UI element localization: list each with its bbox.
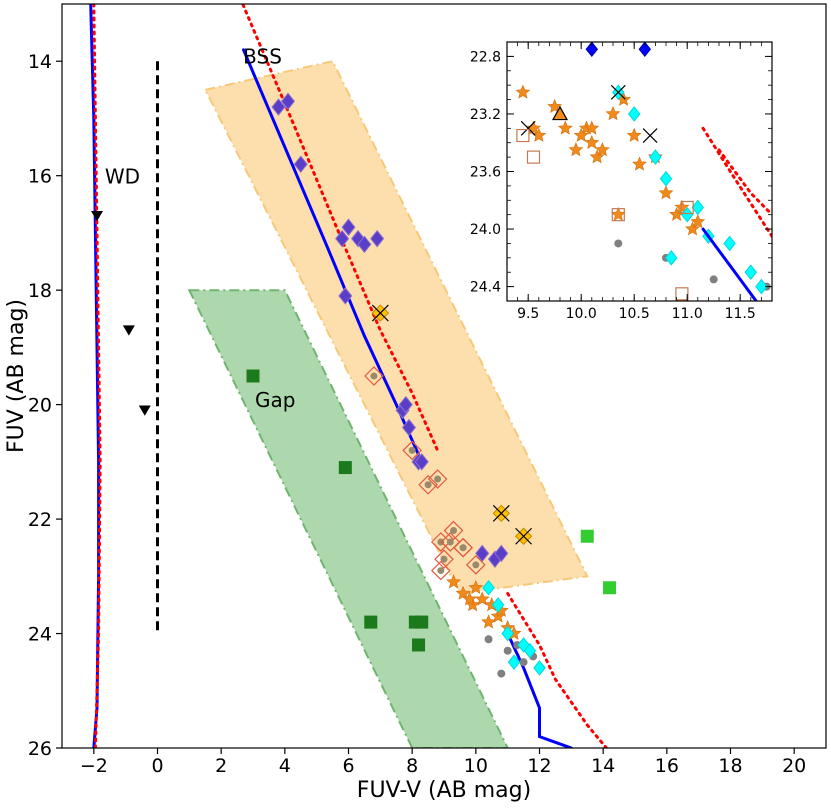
- point-gap-objects-4: [416, 616, 428, 628]
- x-tick-label-14: 14: [591, 755, 615, 777]
- chart-root: −2 0 2 4 6 8 10 12 14 16 18 20 14 16 18 20 22 24 26 FUV-V (…: [0, 0, 831, 804]
- point-grey-points-0: [485, 635, 493, 643]
- inset-x-tick-label-4: 11.5: [725, 306, 756, 322]
- y-tick-label-14: 14: [28, 51, 52, 73]
- x-tick-label-8: 8: [406, 755, 418, 777]
- point-gap-objects-0: [247, 370, 259, 382]
- y-tick-label-16: 16: [28, 166, 52, 188]
- point-gap-objects-1: [339, 462, 351, 474]
- inset-point-grey-points-2: [710, 275, 718, 283]
- inset-y-tick-label-3: 24.0: [470, 222, 501, 238]
- y-tick-label-18: 18: [28, 280, 52, 302]
- line-lower-ms-dotted: [508, 594, 607, 749]
- inset-y-tick-label-4: 24.4: [470, 280, 501, 296]
- point-yellow-crosses-1: [493, 505, 509, 521]
- inset-point-grey-points-0: [614, 239, 622, 247]
- point-bright-green-1: [604, 582, 616, 594]
- point-wd-candidates-2: [139, 406, 151, 416]
- x-tick-label-6: 6: [342, 755, 354, 777]
- point-gap-objects-5: [413, 639, 425, 651]
- inset-y-tick-label-2: 23.6: [470, 165, 501, 181]
- point-yellow-crosses-0: [372, 305, 388, 321]
- y-axis: 14 16 18 20 22 24 26: [28, 51, 62, 760]
- x-axis: −2 0 2 4 6 8 10 12 14 16 18 20: [80, 748, 806, 777]
- annotation-wd: WD: [105, 165, 140, 189]
- point-wd-candidates-1: [123, 325, 135, 335]
- x-tick-label-0: 0: [151, 755, 163, 777]
- x-tick-label-16: 16: [655, 755, 679, 777]
- inset-background: [507, 42, 772, 301]
- annotation-gap: Gap: [255, 388, 295, 412]
- y-tick-label-22: 22: [28, 509, 52, 531]
- inset-y-tick-label-1: 23.2: [470, 107, 501, 123]
- inset-x-tick-label-1: 10.0: [566, 306, 597, 322]
- annotation-bss: BSS: [243, 45, 282, 69]
- x-tick-label--2: −2: [80, 755, 108, 777]
- point-gap-objects-2: [365, 616, 377, 628]
- y-axis-label: FUV (AB mag): [4, 299, 29, 453]
- y-tick-label-24: 24: [28, 624, 52, 646]
- point-cyan-diamonds-5: [534, 661, 545, 675]
- point-grey-points-2: [504, 647, 512, 655]
- x-axis-label: FUV-V (AB mag): [357, 778, 531, 803]
- x-tick-label-12: 12: [527, 755, 551, 777]
- inset-panel: 9.5 10.0 10.5 11.0 11.5 22.8 23.2 23.6 24.0 24.4: [470, 42, 772, 322]
- series-bright-green: [581, 530, 615, 594]
- x-tick-label-20: 20: [782, 755, 806, 777]
- point-wd-candidates-0: [91, 211, 103, 221]
- inset-x-tick-label-3: 11.0: [672, 306, 703, 322]
- point-yellow-crosses-2: [516, 528, 532, 544]
- x-tick-label-18: 18: [718, 755, 742, 777]
- point-grey-points-3: [520, 658, 528, 666]
- cmd-chart: −2 0 2 4 6 8 10 12 14 16 18 2014161820222426FUV-V (…: [0, 0, 831, 804]
- x-tick-label-2: 2: [215, 755, 227, 777]
- inset-y-tick-label-0: 22.8: [470, 49, 501, 65]
- series-lower-ms-dotted: [508, 594, 607, 749]
- point-bright-green-0: [581, 530, 593, 542]
- point-grey-points-1: [497, 670, 505, 678]
- x-tick-label-10: 10: [464, 755, 488, 777]
- point-orange-stars-8: [482, 615, 495, 628]
- x-tick-label-4: 4: [279, 755, 291, 777]
- y-tick-label-26: 26: [28, 738, 52, 760]
- inset-x-tick-label-0: 9.5: [517, 306, 539, 322]
- y-tick-label-20: 20: [28, 395, 52, 417]
- inset-x-tick-label-2: 10.5: [619, 306, 650, 322]
